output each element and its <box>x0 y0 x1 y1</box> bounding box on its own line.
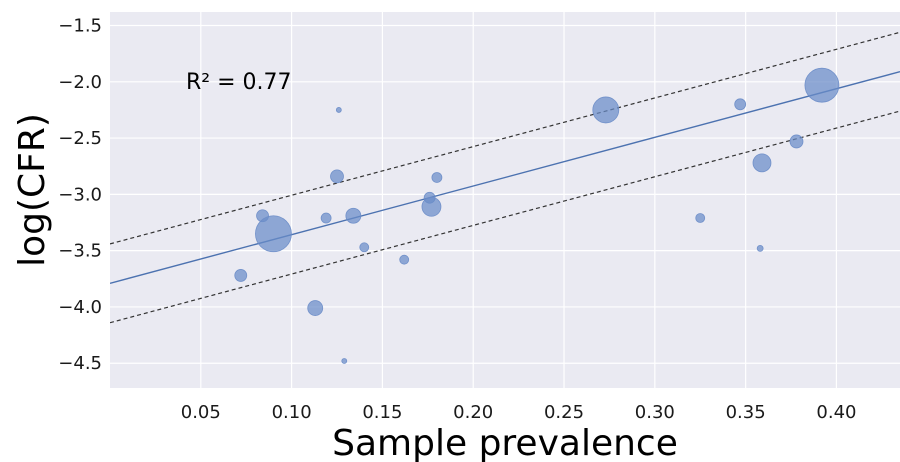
y-tick-label: −3.0 <box>58 184 102 205</box>
fit-line-group <box>110 70 900 284</box>
x-tick-label: 0.35 <box>726 402 766 423</box>
data-point <box>359 242 370 253</box>
fit-line <box>110 70 900 284</box>
x-tick-label: 0.15 <box>362 402 402 423</box>
data-point <box>752 153 772 173</box>
plot-background <box>110 12 900 388</box>
x-tick-label: 0.40 <box>816 402 856 423</box>
y-tick-labels: −1.5 −2.0 −2.5 −3.0 −3.5 −4.0 −4.5 <box>58 16 102 375</box>
data-point <box>804 67 840 103</box>
upper-band-line <box>110 31 900 245</box>
data-point <box>341 358 348 364</box>
y-tick-label: −4.0 <box>58 297 102 318</box>
data-point <box>734 98 747 111</box>
data-point <box>335 107 342 113</box>
data-point <box>345 207 362 224</box>
data-point <box>234 269 248 282</box>
x-tick-labels: 0.05 0.10 0.15 0.20 0.25 0.30 0.35 0.40 <box>181 402 857 423</box>
data-point <box>330 169 344 184</box>
y-tick-label: −2.0 <box>58 72 102 93</box>
x-tick-label: 0.10 <box>272 402 312 423</box>
data-point <box>421 196 442 217</box>
data-point <box>320 212 332 224</box>
x-tick-label: 0.30 <box>635 402 675 423</box>
grid-lines <box>110 12 900 388</box>
y-axis-label: log(CFR) <box>12 113 53 267</box>
data-point <box>399 254 410 265</box>
data-point <box>255 215 292 253</box>
lower-band-line <box>110 110 900 324</box>
data-point <box>789 134 804 149</box>
data-point <box>307 300 324 316</box>
data-point <box>431 172 443 183</box>
data-point <box>592 96 620 124</box>
data-point <box>695 213 706 223</box>
data-point <box>756 245 764 252</box>
y-tick-label: −1.5 <box>58 16 102 37</box>
r-squared-annotation: R² = 0.77 <box>186 70 292 95</box>
y-tick-label: −2.5 <box>58 128 102 149</box>
data-points <box>234 67 840 364</box>
x-tick-label: 0.25 <box>544 402 584 423</box>
y-tick-label: −4.5 <box>58 353 102 374</box>
x-axis-label: Sample prevalence <box>332 423 678 462</box>
x-tick-label: 0.05 <box>181 402 221 423</box>
y-tick-label: −3.5 <box>58 241 102 262</box>
x-tick-label: 0.20 <box>453 402 493 423</box>
confidence-bands <box>110 31 900 324</box>
